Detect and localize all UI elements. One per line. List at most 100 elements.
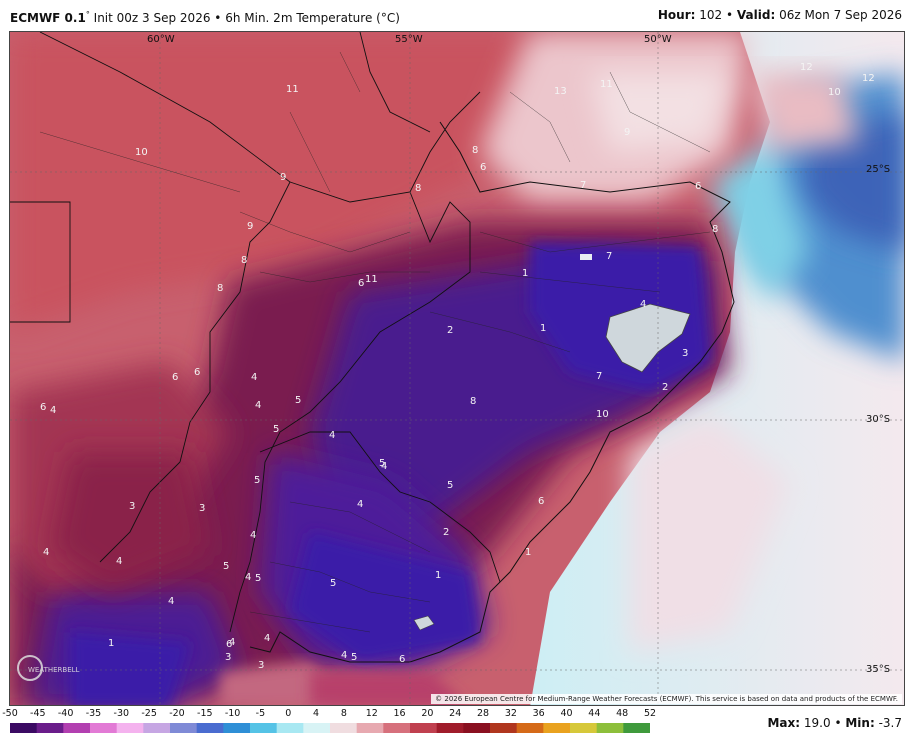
station-value: 4 [640,299,646,310]
station-value: 1 [540,323,546,334]
scale-tick-label: 36 [532,708,545,719]
station-value: 4 [168,596,174,607]
degree-mark: ° [85,10,90,19]
scale-tick-label: 52 [643,708,657,719]
station-value: 10 [828,87,841,98]
station-value: 12 [800,62,813,73]
scale-tick-label: 12 [365,708,378,719]
scale-swatch [143,723,171,733]
scale-swatch [90,723,118,733]
hour-label: Hour: [657,8,696,22]
station-value: 6 [695,181,701,192]
station-value: 3 [129,501,135,512]
temperature-map[interactable]: 60°W 55°W 50°W 25°S 30°S 35°S 11 13 11 12 12… [9,31,905,706]
station-value: 9 [624,127,630,138]
scale-tick-label: 24 [449,708,462,719]
scale-swatch [543,723,571,733]
scale-swatch [63,723,91,733]
station-value: 6 [194,367,200,378]
scale-tick-label: 28 [476,708,490,719]
scale-swatch [516,723,544,733]
map-header: ECMWF 0.1° Init 00z 3 Sep 2026 • 6h Min.… [0,0,914,30]
station-value: 4 [116,556,122,567]
station-value: 5 [295,395,301,406]
scale-tick-label: -15 [197,708,213,719]
station-value: 6 [399,654,405,665]
scale-swatch [436,723,464,733]
station-value: 2 [447,325,453,336]
max-min-readout: Max: 19.0 • Min: -3.7 [767,716,902,730]
scale-tick-label: 4 [313,708,320,719]
min-value: -3.7 [878,716,902,730]
station-value: 7 [580,180,586,191]
lat-label-35s: 35°S [866,664,890,675]
station-value: 4 [245,572,251,583]
model-name: ECMWF 0.1 [10,11,86,25]
lon-label-60w: 60°W [147,34,175,45]
station-value: 5 [255,573,261,584]
station-value: 6 [172,372,178,383]
station-value: 8 [415,183,421,194]
scale-swatch [383,723,411,733]
station-value: 9 [280,172,286,183]
map-canvas: 60°W 55°W 50°W 25°S 30°S 35°S 11 13111212… [10,32,904,705]
max-value: 19.0 [803,716,831,730]
scale-tick-label: -10 [224,708,241,719]
warm-north [10,32,860,332]
station-value: 5 [254,475,260,486]
station-value: 2 [662,382,668,393]
station-value: 5 [223,561,229,572]
coastline [249,121,735,663]
station-value: 4 [341,650,347,661]
station-value: 1 [435,570,441,581]
station-value: 4 [229,637,235,648]
station-value: 5 [447,480,453,491]
station-value: 4 [357,499,363,510]
station-value: 6 [358,278,364,289]
cold-spot-3 [580,254,592,260]
scale-tick-label: -45 [30,708,46,719]
station-value: 12 [862,73,875,84]
station-value: 4 [251,372,257,383]
station-value: 1 [108,638,114,649]
scale-tick-label: 44 [588,708,601,719]
lat-label-30s: 30°S [866,414,890,425]
scale-swatch [490,723,518,733]
station-value: 4 [381,461,387,472]
station-value: 5 [273,424,279,435]
station-value: 3 [258,660,264,671]
scale-swatch [170,723,198,733]
bullet-3: • [834,716,842,730]
station-value: 2 [443,527,449,538]
max-label: Max: [767,716,801,730]
min-label: Min: [845,716,875,730]
scale-tick-label: 16 [393,708,406,719]
scale-swatch [330,723,358,733]
station-value: 4 [43,547,49,558]
scale-tick-label: 20 [421,708,434,719]
bullet-2: • [726,8,734,22]
title-left: ECMWF 0.1° Init 00z 3 Sep 2026 • 6h Min.… [10,0,400,33]
station-value: 6 [40,402,46,413]
field-name: 6h Min. 2m Temperature (°C) [225,11,400,25]
scale-swatch [223,723,251,733]
scale-tick-label: 8 [340,708,347,719]
station-value: 4 [50,405,56,416]
scale-tick-label: -25 [141,708,157,719]
station-value: 4 [255,400,261,411]
scale-swatch [410,723,438,733]
bullet-1: • [214,11,222,25]
station-value: 8 [241,255,247,266]
lon-label-50w: 50°W [644,34,672,45]
station-value: 4 [264,633,270,644]
weatherbell-logo: WEATHERBELL [17,655,80,681]
scale-tick-label: -50 [2,708,18,719]
station-value: 8 [712,224,718,235]
scale-swatch [356,723,384,733]
valid-value: 06z Mon 7 Sep 2026 [779,8,902,22]
station-value: 1 [522,268,528,279]
station-value: 9 [247,221,253,232]
lat-labels: 25°S 30°S 35°S [866,164,890,675]
scale-swatch [36,723,64,733]
scale-tick-label: -5 [255,708,266,719]
